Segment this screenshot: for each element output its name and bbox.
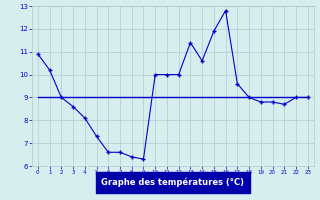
X-axis label: Graphe des températures (°C): Graphe des températures (°C): [101, 178, 244, 187]
